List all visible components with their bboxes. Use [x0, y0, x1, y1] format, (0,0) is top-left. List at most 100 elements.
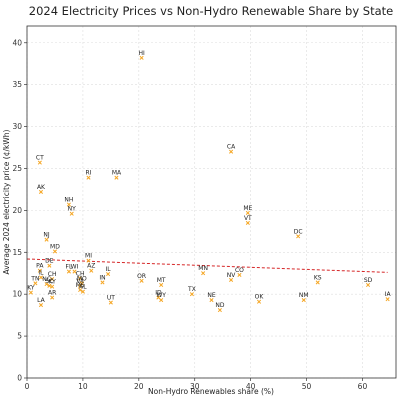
- point-marker: [44, 237, 49, 242]
- point-marker: [69, 211, 74, 216]
- point-label: MI: [85, 253, 92, 260]
- point-label: IL: [106, 266, 112, 273]
- point-marker: [86, 258, 91, 263]
- data-point: ND: [215, 302, 225, 313]
- point-label: NE: [207, 292, 215, 299]
- data-point: NJ: [43, 232, 50, 242]
- data-point: MD: [50, 243, 60, 254]
- point-label: LA: [37, 297, 45, 304]
- point-label: DE: [45, 258, 54, 265]
- data-point: ME: [243, 205, 253, 215]
- data-point: DC: [294, 228, 303, 239]
- data-point: IL: [38, 269, 44, 280]
- data-point: FL: [66, 264, 73, 274]
- point-label: SD: [364, 277, 373, 284]
- point-label: HI: [138, 50, 145, 57]
- data-point: CO: [235, 267, 244, 277]
- point-marker: [365, 282, 371, 288]
- point-label: AK: [37, 184, 46, 191]
- point-label: OK: [255, 294, 265, 301]
- y-tick-label: 20: [12, 206, 22, 215]
- point-marker: [52, 249, 58, 254]
- point-marker: [296, 234, 301, 239]
- point-label: UT: [107, 295, 115, 302]
- point-label: AZ: [87, 263, 95, 270]
- data-point: NY: [68, 206, 76, 216]
- point-label: RI: [86, 170, 92, 177]
- point-label: IA: [385, 291, 392, 298]
- x-tick-label: 40: [246, 382, 256, 391]
- data-point: OK: [255, 294, 265, 304]
- point-label: IN: [99, 274, 105, 281]
- point-marker: [108, 300, 113, 305]
- x-tick-label: 50: [302, 382, 312, 391]
- data-point: KY: [27, 285, 35, 295]
- point-marker: [106, 272, 111, 277]
- point-label: MN: [198, 265, 208, 272]
- point-label: CH: [48, 271, 57, 278]
- data-point: AL: [79, 284, 87, 294]
- y-tick-label: 15: [12, 248, 22, 257]
- point-marker: [37, 268, 42, 273]
- point-marker: [80, 289, 85, 294]
- data-point: MN: [198, 265, 208, 276]
- point-label: OR: [137, 273, 146, 280]
- x-tick-label: 20: [134, 382, 144, 391]
- point-marker: [256, 299, 262, 304]
- data-point: VT: [244, 215, 252, 226]
- data-point: MI: [85, 253, 92, 263]
- point-label: KY: [48, 279, 56, 286]
- y-tick-label: 5: [17, 332, 22, 341]
- point-label: SC: [45, 278, 53, 285]
- point-label: MA: [112, 170, 122, 177]
- point-label: WI: [71, 264, 79, 271]
- point-label: CA: [227, 144, 236, 151]
- point-marker: [38, 275, 44, 280]
- point-marker: [50, 295, 55, 300]
- trend-line: [26, 258, 388, 273]
- point-marker: [209, 298, 214, 303]
- point-label: CO: [235, 267, 244, 274]
- data-point: CH: [76, 270, 85, 281]
- data-point: NM: [299, 292, 309, 303]
- point-marker: [114, 175, 119, 180]
- data-point: TN: [30, 275, 39, 286]
- data-point: SD: [364, 277, 373, 288]
- point-marker: [159, 282, 164, 288]
- point-label: ID: [155, 290, 162, 297]
- point-marker: [100, 280, 105, 285]
- point-label: CT: [36, 155, 44, 162]
- point-marker: [28, 290, 33, 295]
- data-point: LA: [37, 297, 46, 308]
- point-marker: [47, 283, 52, 288]
- point-label: CH: [76, 270, 85, 277]
- point-label: ND: [215, 302, 224, 309]
- point-marker: [189, 292, 194, 297]
- point-marker: [315, 280, 320, 285]
- point-marker: [38, 303, 44, 308]
- y-tick-label: 25: [12, 164, 22, 173]
- plot-frame: [26, 25, 397, 379]
- data-point: KY: [48, 279, 56, 289]
- data-point: CH: [48, 271, 57, 282]
- data-point: KS: [314, 274, 322, 285]
- data-point: UT: [107, 295, 115, 305]
- point-label: NJ: [43, 232, 49, 239]
- y-axis-label: Average 2024 electricity price (¢/kWh): [2, 129, 11, 274]
- point-marker: [89, 268, 94, 273]
- data-point: CA: [227, 144, 236, 154]
- x-tick-label: 30: [190, 382, 200, 391]
- x-tick-label: 0: [25, 382, 30, 391]
- y-tick-label: 30: [12, 122, 22, 131]
- point-marker: [78, 283, 83, 288]
- point-marker: [38, 189, 44, 194]
- point-label: WY: [156, 292, 166, 299]
- point-label: DC: [294, 228, 303, 235]
- data-point: RI: [86, 170, 92, 180]
- x-axis-ticks: 0 10 20 30 40 50 60: [25, 378, 367, 391]
- point-marker: [50, 284, 55, 289]
- data-point: IL: [106, 266, 112, 277]
- point-label: VT: [244, 215, 252, 222]
